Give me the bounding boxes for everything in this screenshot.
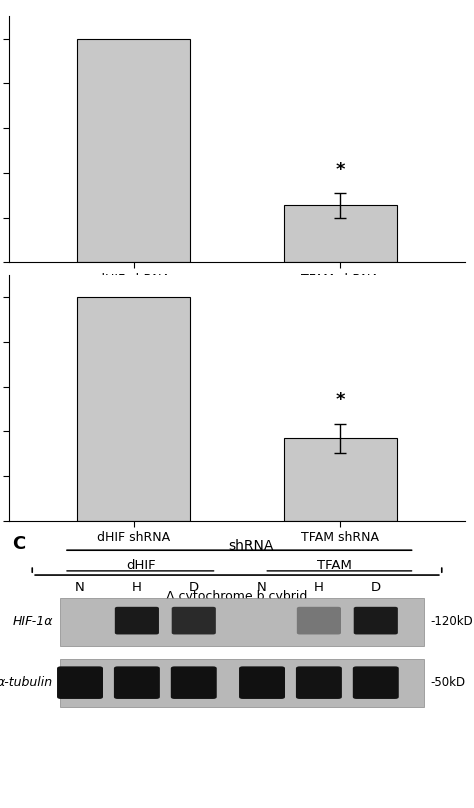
Bar: [77, 297, 191, 521]
Text: Δ cytochrome b cybrid: Δ cytochrome b cybrid: [166, 590, 308, 603]
FancyBboxPatch shape: [239, 667, 285, 699]
Bar: [77, 39, 191, 263]
Bar: [60, 598, 424, 646]
FancyBboxPatch shape: [171, 667, 217, 699]
Text: *: *: [336, 162, 345, 179]
FancyBboxPatch shape: [115, 607, 159, 634]
Text: -50kD: -50kD: [430, 676, 465, 689]
FancyBboxPatch shape: [296, 667, 342, 699]
Text: TFAM: TFAM: [318, 559, 352, 572]
Text: C: C: [12, 535, 25, 553]
FancyBboxPatch shape: [57, 667, 103, 699]
Text: α-tubulin: α-tubulin: [0, 676, 53, 689]
Text: Δ cytochrome b cybrid: Δ cytochrome b cybrid: [166, 331, 308, 344]
Text: shRNA: shRNA: [228, 539, 273, 553]
Text: H: H: [314, 581, 324, 594]
Text: N: N: [257, 581, 267, 594]
FancyBboxPatch shape: [353, 667, 399, 699]
Text: H: H: [132, 581, 142, 594]
Text: N: N: [75, 581, 85, 594]
Text: HIF-1α: HIF-1α: [12, 616, 53, 629]
Bar: [283, 205, 397, 263]
Bar: [283, 438, 397, 521]
FancyBboxPatch shape: [354, 607, 398, 634]
Text: dHIF: dHIF: [127, 559, 156, 572]
FancyBboxPatch shape: [297, 607, 341, 634]
Text: -120kD: -120kD: [430, 616, 473, 629]
Bar: [60, 659, 424, 706]
FancyBboxPatch shape: [172, 607, 216, 634]
FancyBboxPatch shape: [114, 667, 160, 699]
Text: *: *: [336, 391, 345, 409]
Text: D: D: [189, 581, 199, 594]
Text: D: D: [371, 581, 381, 594]
